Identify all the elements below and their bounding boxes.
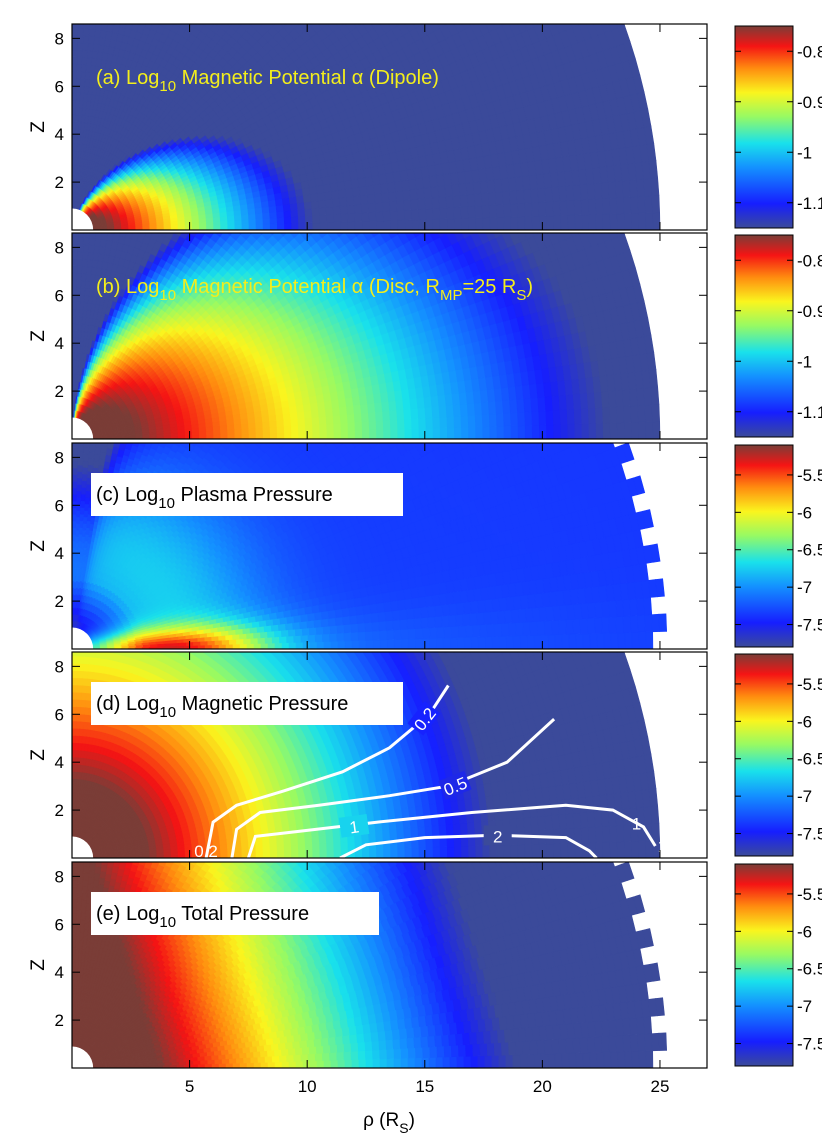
heatmap-b — [72, 233, 707, 439]
panel-title-e: (e) Log10 Total Pressure — [96, 903, 309, 931]
heatmap-a — [72, 24, 707, 230]
colorbar-label--7.5: -7.5 — [797, 1035, 822, 1054]
planet-e — [72, 1046, 94, 1068]
ytick-label-4: 4 — [55, 334, 64, 353]
ytick-label-8: 8 — [55, 29, 64, 48]
title-box-c — [91, 473, 403, 516]
ytick-label-6: 6 — [55, 705, 64, 724]
panel-title-c: (c) Log10 Plasma Pressure — [96, 484, 333, 512]
colorbar-d: -5.5 -6 -6.5 -7 -7.5 — [734, 653, 822, 857]
ytick-label-2: 2 — [55, 382, 64, 401]
contour-0.5-1 — [230, 717, 556, 858]
panel-e: 5 10 15 20 25 2 4 6 8 Z (e) Log10 Total Pressure -5… — [28, 861, 822, 1096]
ytick-label-2: 2 — [55, 592, 64, 611]
xtick-label-5: 5 — [185, 1077, 194, 1096]
colorbar-a: -0.8 -0.9 -1 -1.1 — [734, 25, 822, 229]
colorbar-c: -5.5 -6 -6.5 -7 -7.5 — [734, 444, 822, 648]
ytick-label-8: 8 — [55, 448, 64, 467]
panel-a: 2 4 6 8 Z (a) Log10 Magnetic Potential α (Dip… — [28, 23, 822, 231]
planet-d — [72, 836, 94, 858]
xtick-label-15: 15 — [415, 1077, 434, 1096]
xtick-label-20: 20 — [533, 1077, 552, 1096]
ytick-label-8: 8 — [55, 867, 64, 886]
plot-frame-d — [71, 651, 708, 859]
planet-c — [72, 627, 94, 649]
panel-b: 2 4 6 8 Z (b) Log10 Magnetic Potential α (Dis… — [28, 232, 822, 440]
colorbar-label--1.1: -1.1 — [797, 194, 822, 213]
planet-b — [72, 417, 94, 439]
ytick-label-6: 6 — [55, 77, 64, 96]
planet-a — [72, 208, 94, 230]
colorbar-label--0.8: -0.8 — [797, 251, 822, 270]
colorbar-label--6: -6 — [797, 712, 812, 731]
ytick-label-6: 6 — [55, 286, 64, 305]
colorbar-label--6.5: -6.5 — [797, 541, 822, 560]
y-axis-label-b: Z — [28, 330, 49, 342]
colorbar-b: -0.8 -0.9 -1 -1.1 — [734, 234, 822, 438]
title-box-d — [91, 682, 403, 725]
panel-title-d: (d) Log10 Magnetic Pressure — [96, 693, 348, 721]
y-axis-label-a: Z — [28, 121, 49, 133]
ytick-label-2: 2 — [55, 1011, 64, 1030]
colorbar-label--5.5: -5.5 — [797, 466, 822, 485]
contour-edge-label-2: 0.2 — [194, 842, 218, 861]
contour-label-2: 1 — [338, 814, 370, 838]
colorbar-label--7: -7 — [797, 578, 812, 597]
ytick-label-4: 4 — [55, 125, 64, 144]
plot-frame-a — [71, 23, 708, 231]
colorbar-label--5.5: -5.5 — [797, 885, 822, 904]
panel-c: 2 4 6 8 Z (c) Log10 Plasma Pressure -5.5 -6 -6.5… — [28, 442, 822, 650]
ytick-label-8: 8 — [55, 238, 64, 257]
colorbar-label--1: -1 — [797, 143, 812, 162]
panel-title-a: (a) Log10 Magnetic Potential α (Dipole) — [96, 67, 439, 95]
ytick-label-6: 6 — [55, 915, 64, 934]
colorbar-label--6.5: -6.5 — [797, 960, 822, 979]
colorbar-label--7.5: -7.5 — [797, 825, 822, 844]
xtick-label-25: 25 — [651, 1077, 670, 1096]
y-axis-label-d: Z — [28, 749, 49, 761]
colorbar-label--1: -1 — [797, 352, 812, 371]
y-axis-label-c: Z — [28, 540, 49, 552]
contour-1-2 — [246, 803, 657, 858]
xtick-label-10: 10 — [298, 1077, 317, 1096]
colorbar-label--6: -6 — [797, 503, 812, 522]
panel-title-b: (b) Log10 Magnetic Potential α (Disc, RM… — [96, 276, 533, 304]
ytick-label-2: 2 — [55, 801, 64, 820]
plot-frame-e — [71, 861, 708, 1069]
ytick-label-4: 4 — [55, 963, 64, 982]
colorbar-label--0.9: -0.9 — [797, 302, 822, 321]
contour-edge-label-0: 1 — [632, 814, 641, 833]
contour-edge-label-1: 1 — [658, 837, 667, 856]
plot-frame-b — [71, 232, 708, 440]
x-axis-label: ρ (RS) — [363, 1110, 415, 1136]
colorbar-label--6.5: -6.5 — [797, 750, 822, 769]
colorbar-label--5.5: -5.5 — [797, 675, 822, 694]
colorbar-label--7: -7 — [797, 787, 812, 806]
colorbar-label--0.9: -0.9 — [797, 93, 822, 112]
colorbar-label--6: -6 — [797, 922, 812, 941]
plot-frame-c — [71, 442, 708, 650]
colorbar-label--0.8: -0.8 — [797, 42, 822, 61]
ytick-label-6: 6 — [55, 496, 64, 515]
ytick-label-4: 4 — [55, 544, 64, 563]
contour-label-3: 2 — [483, 825, 512, 846]
y-axis-label-e: Z — [28, 959, 49, 971]
colorbar-e: -5.5 -6 -6.5 -7 -7.5 — [734, 863, 822, 1067]
contour-label-1: 0.5 — [438, 770, 472, 800]
colorbar-label--1.1: -1.1 — [797, 403, 822, 422]
colorbar-label--7.5: -7.5 — [797, 616, 822, 635]
ytick-label-2: 2 — [55, 173, 64, 192]
colorbar-label--7: -7 — [797, 997, 812, 1016]
title-box-e — [91, 892, 379, 935]
ytick-label-4: 4 — [55, 753, 64, 772]
ytick-label-8: 8 — [55, 657, 64, 676]
